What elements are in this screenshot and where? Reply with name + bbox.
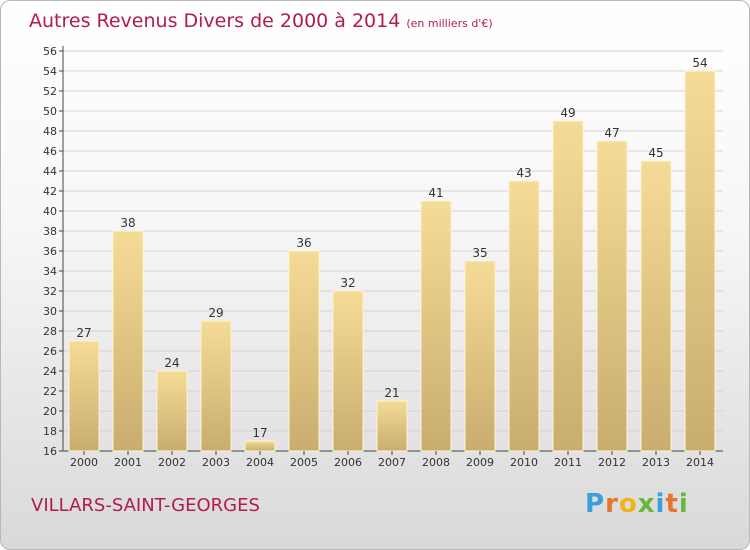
x-tick-label: 2013	[642, 456, 670, 469]
bar	[200, 320, 232, 452]
bar-value-label: 29	[208, 306, 223, 320]
x-tick-label: 2008	[422, 456, 450, 469]
logo-letter: i	[678, 489, 689, 519]
bar-value-label: 24	[164, 356, 179, 370]
bar-value-label: 47	[604, 126, 619, 140]
y-tick-label: 22	[43, 385, 57, 398]
y-tick-label: 26	[43, 345, 57, 358]
bar-value-label: 35	[472, 246, 487, 260]
bar	[288, 250, 320, 452]
bar	[596, 140, 628, 452]
x-tick-label: 2003	[202, 456, 230, 469]
y-tick-label: 34	[43, 265, 57, 278]
y-tick-label: 16	[43, 445, 57, 458]
x-tick-label: 2010	[510, 456, 538, 469]
logo-letter: t	[665, 489, 679, 519]
y-tick-label: 32	[43, 285, 57, 298]
y-tick-label: 42	[43, 185, 57, 198]
bar-value-label: 27	[76, 326, 91, 340]
y-tick-label: 28	[43, 325, 57, 338]
bar	[156, 370, 188, 452]
bar-value-label: 38	[120, 216, 135, 230]
x-tick-label: 2005	[290, 456, 318, 469]
bar-value-label: 43	[516, 166, 531, 180]
logo-letter: i	[655, 489, 666, 519]
bar	[464, 260, 496, 452]
y-tick-label: 50	[43, 105, 57, 118]
proxiti-logo[interactable]: Proxiti	[585, 489, 689, 519]
bar-value-label: 41	[428, 186, 443, 200]
y-tick-label: 52	[43, 85, 57, 98]
x-tick-label: 2012	[598, 456, 626, 469]
x-tick-label: 2007	[378, 456, 406, 469]
place-name: VILLARS-SAINT-GEORGES	[31, 495, 260, 516]
x-tick-label: 2004	[246, 456, 274, 469]
bar-value-label: 21	[384, 386, 399, 400]
y-tick-label: 46	[43, 145, 57, 158]
x-tick-label: 2002	[158, 456, 186, 469]
bar-value-label: 36	[296, 236, 311, 250]
x-tick-label: 2014	[686, 456, 714, 469]
bar-value-label: 49	[560, 106, 575, 120]
y-tick-label: 56	[43, 45, 57, 58]
bar-value-label: 17	[252, 426, 267, 440]
bar	[332, 290, 364, 452]
bar	[508, 180, 540, 452]
bar	[112, 230, 144, 452]
bar	[68, 340, 100, 452]
y-tick-label: 36	[43, 245, 57, 258]
bar	[640, 160, 672, 452]
logo-letter: P	[585, 489, 606, 519]
logo-letter: o	[618, 489, 638, 519]
chart-subtitle: (en milliers d'€)	[406, 17, 493, 30]
x-tick-label: 2000	[70, 456, 98, 469]
y-tick-label: 20	[43, 405, 57, 418]
bar	[552, 120, 584, 452]
bar	[684, 70, 716, 452]
y-tick-label: 40	[43, 205, 57, 218]
bar-value-label: 32	[340, 276, 355, 290]
bar	[420, 200, 452, 452]
x-tick-label: 2001	[114, 456, 142, 469]
y-tick-label: 24	[43, 365, 57, 378]
y-tick-label: 18	[43, 425, 57, 438]
y-tick-label: 30	[43, 305, 57, 318]
bar-value-label: 54	[692, 56, 707, 70]
y-tick-label: 54	[43, 65, 57, 78]
bar-value-label: 45	[648, 146, 663, 160]
x-tick-label: 2006	[334, 456, 362, 469]
logo-letter: r	[605, 489, 619, 519]
x-tick-label: 2009	[466, 456, 494, 469]
bar	[376, 400, 408, 452]
chart-title: Autres Revenus Divers de 2000 à 2014	[29, 10, 401, 32]
chart-title-block: Autres Revenus Divers de 2000 à 2014 (en …	[29, 10, 493, 32]
y-tick-label: 38	[43, 225, 57, 238]
y-tick-label: 48	[43, 125, 57, 138]
x-tick-label: 2011	[554, 456, 582, 469]
y-tick-label: 44	[43, 165, 57, 178]
bar	[244, 440, 276, 452]
logo-letter: x	[637, 489, 656, 519]
